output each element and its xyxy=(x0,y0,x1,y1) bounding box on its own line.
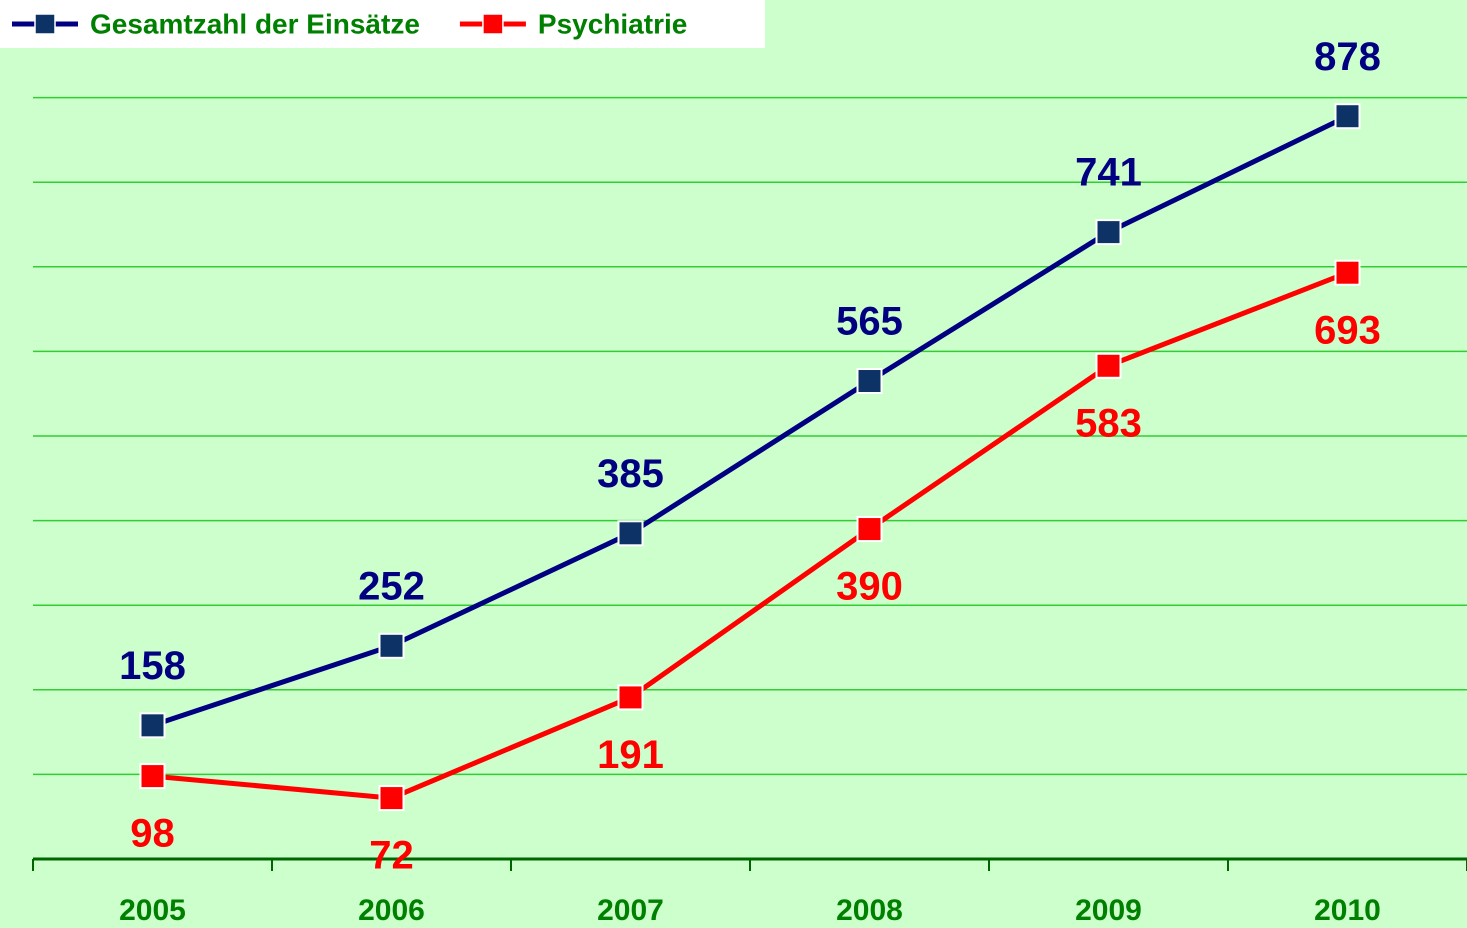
marker xyxy=(139,712,166,739)
data-label: 390 xyxy=(836,565,903,609)
marker xyxy=(378,632,405,659)
data-label: 583 xyxy=(1075,401,1142,445)
series-line xyxy=(151,113,1349,728)
data-label: 252 xyxy=(358,564,425,608)
legend-marker xyxy=(482,13,504,35)
x-tick-label: 2006 xyxy=(358,894,425,927)
data-label: 191 xyxy=(597,733,664,777)
data-label: 878 xyxy=(1314,35,1381,79)
marker xyxy=(1095,219,1122,246)
series-line xyxy=(152,270,1349,801)
marker xyxy=(1334,259,1361,286)
data-label: 98 xyxy=(130,812,175,856)
data-label: 693 xyxy=(1314,308,1381,352)
x-tick-label: 2005 xyxy=(119,894,186,927)
marker xyxy=(856,516,883,543)
data-label: 565 xyxy=(836,300,903,344)
data-label: 158 xyxy=(119,644,186,688)
x-tick-label: 2009 xyxy=(1075,894,1142,927)
data-label: 72 xyxy=(369,834,414,878)
x-tick-label: 2007 xyxy=(597,894,664,927)
marker xyxy=(139,763,166,790)
x-tick-label: 2008 xyxy=(836,894,903,927)
marker xyxy=(378,785,405,812)
x-tick-label: 2010 xyxy=(1314,894,1381,927)
marker xyxy=(1095,352,1122,379)
legend-label: Psychiatrie xyxy=(538,8,687,39)
legend-box xyxy=(0,0,765,48)
data-label: 741 xyxy=(1075,151,1142,195)
marker xyxy=(617,684,644,711)
legend-marker xyxy=(34,13,56,35)
marker xyxy=(856,368,883,395)
marker xyxy=(617,520,644,547)
data-label: 385 xyxy=(597,452,664,496)
legend-label: Gesamtzahl der Einsätze xyxy=(90,8,420,39)
marker xyxy=(1334,103,1361,130)
